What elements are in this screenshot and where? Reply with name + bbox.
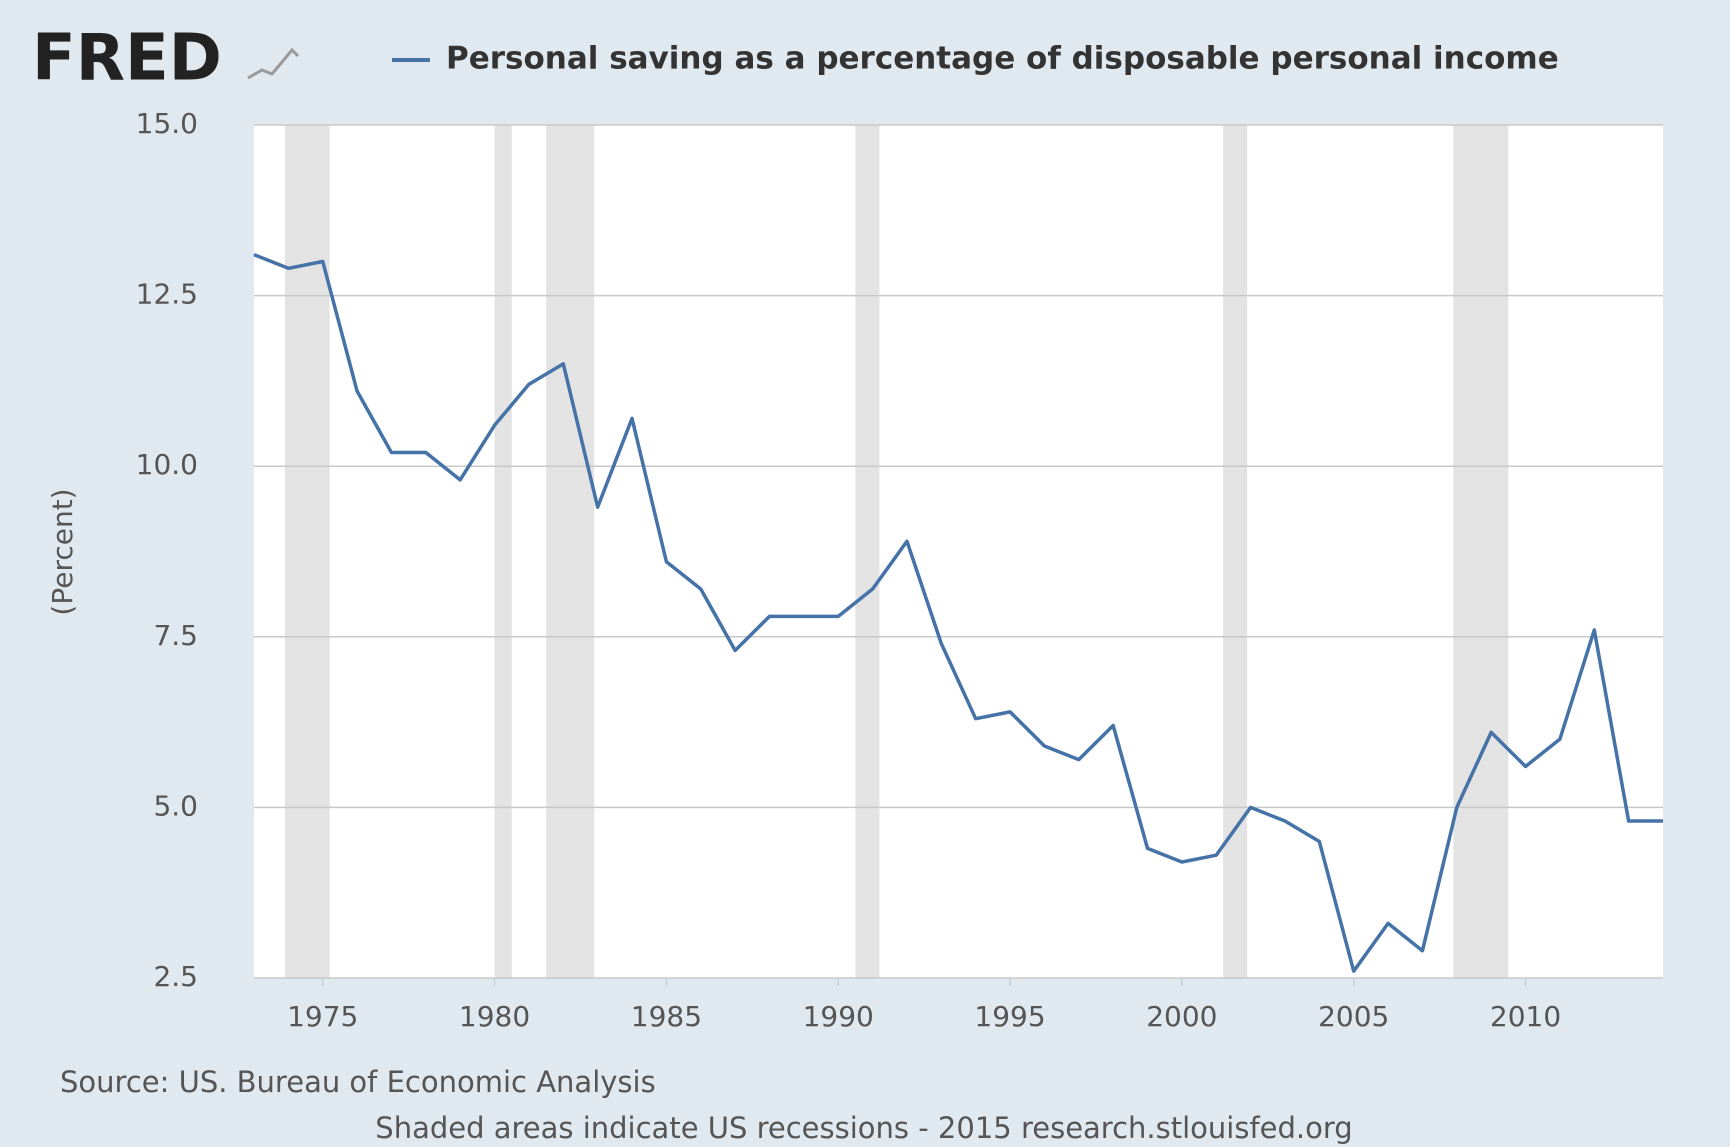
y-axis-label: (Percent) bbox=[46, 488, 79, 615]
logo-icon bbox=[247, 47, 300, 80]
y-tick-label: 12.5 bbox=[136, 278, 198, 311]
y-tick-label: 7.5 bbox=[153, 619, 198, 652]
x-tick-label: 1975 bbox=[287, 1000, 358, 1033]
x-tick-label: 1990 bbox=[803, 1000, 874, 1033]
y-tick-label: 15.0 bbox=[136, 107, 198, 140]
recession-band bbox=[1453, 125, 1509, 978]
x-tick-label: 1980 bbox=[459, 1000, 530, 1033]
plot-area bbox=[254, 125, 1663, 978]
x-tick-label: 2005 bbox=[1318, 1000, 1389, 1033]
legend-label: Personal saving as a percentage of dispo… bbox=[446, 41, 1559, 77]
x-tick-label: 1995 bbox=[974, 1000, 1045, 1033]
y-tick-label: 10.0 bbox=[136, 448, 198, 481]
x-tick-label: 2000 bbox=[1146, 1000, 1217, 1033]
recession-band bbox=[494, 125, 512, 978]
footer: Shaded areas indicate US recessions - 20… bbox=[375, 1111, 1352, 1145]
recession-band bbox=[546, 125, 595, 978]
y-tick-label: 2.5 bbox=[153, 960, 198, 993]
source: Source: US. Bureau of Economic Analysis bbox=[60, 1065, 656, 1099]
recession-band bbox=[855, 125, 880, 978]
logo: FRED bbox=[32, 22, 222, 96]
x-tick-label: 1985 bbox=[631, 1000, 702, 1033]
recession-band bbox=[1223, 125, 1248, 978]
data-line bbox=[253, 253, 1663, 973]
x-tick-label: 2010 bbox=[1490, 1000, 1561, 1033]
recession-band bbox=[284, 125, 330, 978]
y-tick-label: 5.0 bbox=[153, 789, 198, 822]
